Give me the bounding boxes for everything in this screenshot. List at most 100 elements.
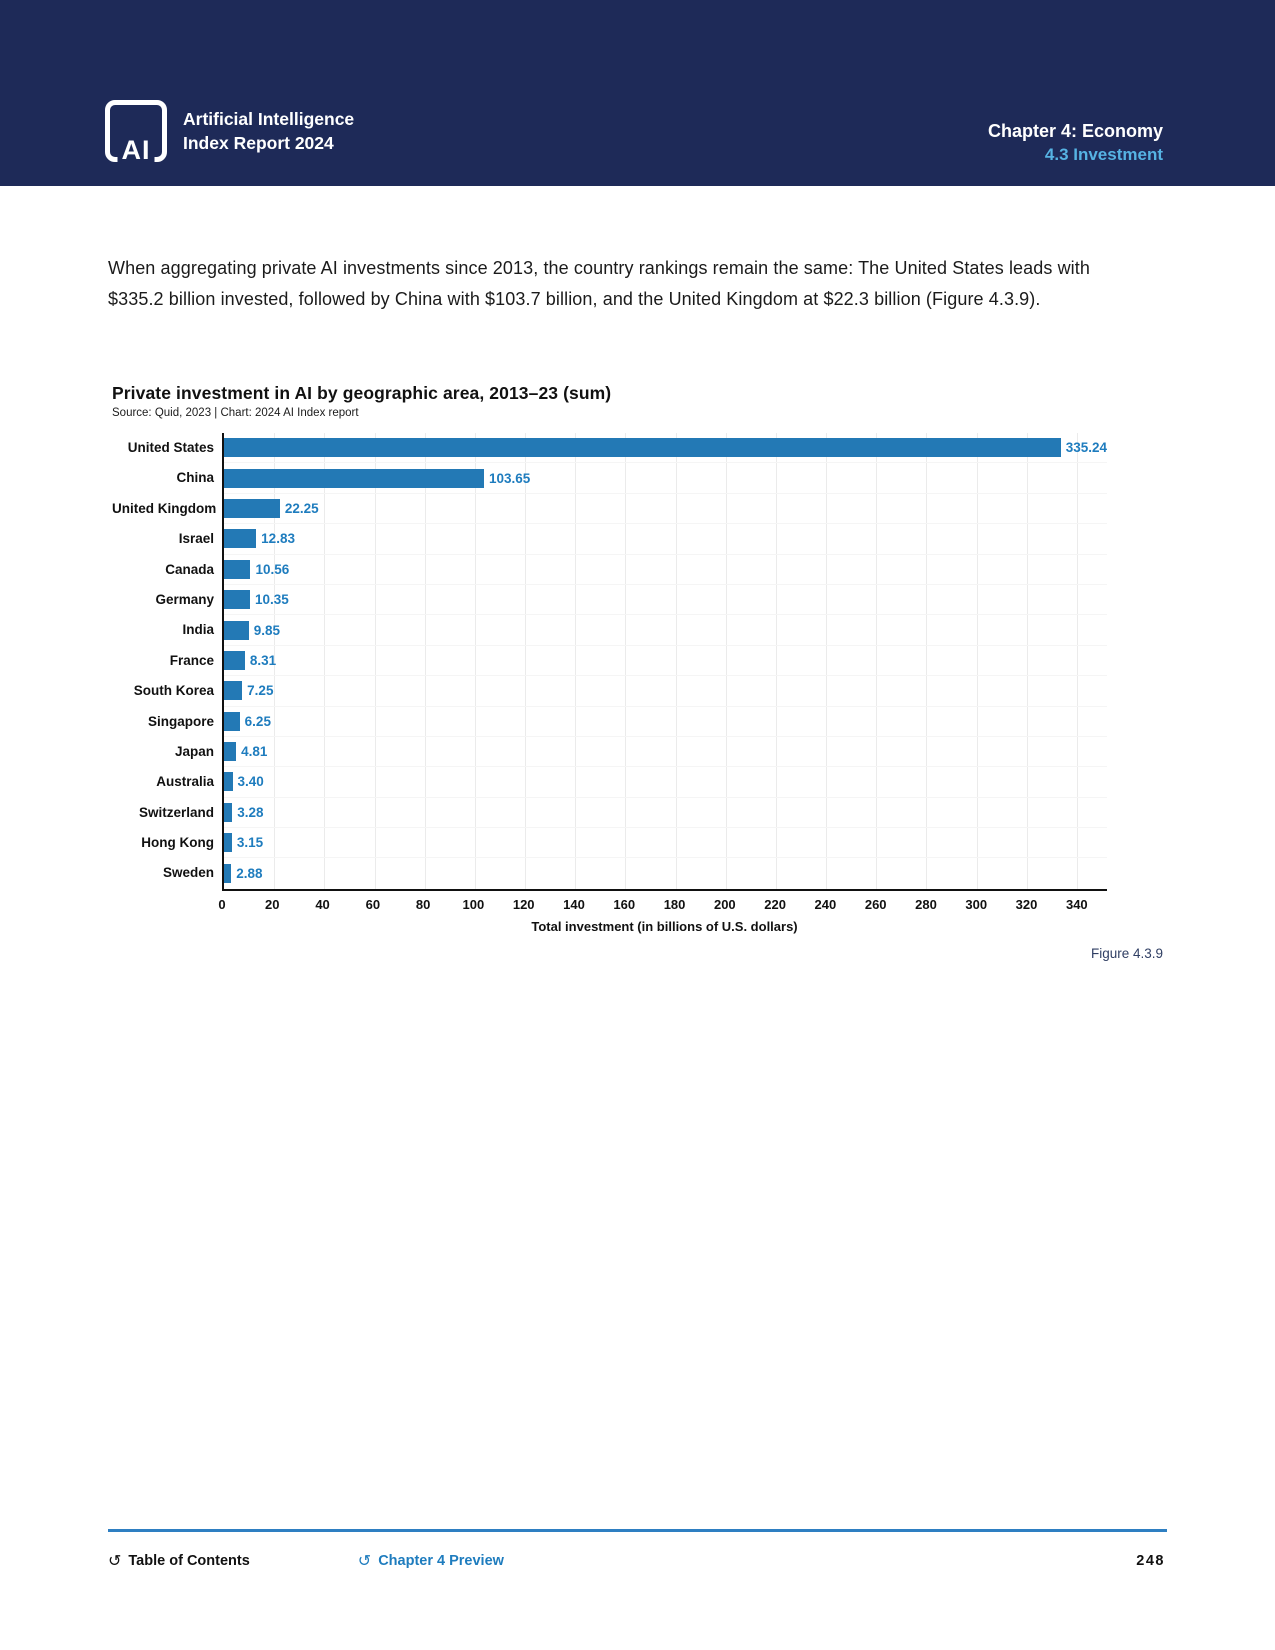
bar-value-label: 8.31	[249, 652, 277, 668]
chapter-preview-label: Chapter 4 Preview	[378, 1553, 504, 1569]
bar-value-label: 9.85	[253, 622, 280, 638]
category-label: Australia	[156, 774, 214, 790]
bar-value-label: 335.24	[1065, 440, 1107, 456]
category-label: Japan	[174, 743, 214, 759]
gridline	[575, 433, 577, 889]
bar	[224, 468, 484, 488]
category-label: Switzerland	[138, 804, 214, 820]
chart-source: Source: Quid, 2023 | Chart: 2024 AI Inde…	[112, 407, 359, 419]
category-label: Canada	[165, 561, 214, 577]
bar-value-label: 7.25	[247, 683, 274, 699]
header-brand: AI Artificial Intelligence Index Report …	[105, 100, 355, 164]
body-paragraph: When aggregating private AI investments …	[108, 258, 1090, 309]
bar-value-label: 4.81	[241, 744, 268, 760]
bar-value-label: 3.40	[237, 774, 264, 790]
category-label: Germany	[155, 591, 214, 607]
gridline	[525, 433, 527, 889]
category-label: United Kingdom	[112, 500, 217, 516]
x-tick-label: 260	[864, 897, 887, 912]
bar-row: 2.88	[224, 858, 1107, 888]
bar	[224, 711, 240, 731]
chart-title: Private investment in AI by geographic a…	[112, 383, 612, 403]
category-label: Hong Kong	[141, 835, 214, 851]
x-tick-label: 100	[462, 897, 485, 912]
category-label: Israel	[178, 531, 214, 547]
gridline	[976, 433, 978, 889]
footer-divider	[108, 1529, 1167, 1532]
category-label: United States	[127, 440, 214, 455]
figure-caption: Figure 4.3.9	[1090, 946, 1163, 961]
bar	[224, 620, 249, 640]
bar	[224, 802, 233, 822]
bar-row: 7.25	[224, 676, 1107, 707]
x-tick-label: 120	[512, 897, 535, 912]
gridline	[1076, 433, 1078, 889]
bar-value-label: 103.65	[489, 470, 531, 486]
gridline	[926, 433, 928, 889]
bar-row: 22.25	[224, 494, 1107, 525]
page-header: AI Artificial Intelligence Index Report …	[0, 0, 1275, 186]
bar	[224, 864, 232, 884]
gridline	[374, 433, 376, 889]
gridline	[474, 433, 476, 889]
bar-row: 335.24	[224, 433, 1107, 464]
bar	[224, 650, 245, 670]
bar-row: 12.83	[224, 524, 1107, 555]
bar	[224, 833, 232, 853]
bar-row: 3.28	[224, 798, 1107, 829]
bar	[224, 438, 1061, 458]
chapter-preview-link[interactable]: ↺ Chapter 4 Preview	[358, 1551, 504, 1571]
chart-plot: 335.24 103.65 22.25 12.83 10.56 10.35 9.85 8.31…	[222, 433, 1107, 891]
chart-figure: Private investment in AI by geographic a…	[112, 383, 1107, 934]
x-tick-label: 340	[1065, 897, 1088, 912]
chart-xticks: 0 20 40 60 80 100 120 140 160 180 200 220 240 260 280 3…	[218, 897, 1107, 915]
bar-row: 6.25	[224, 707, 1107, 737]
bar	[224, 772, 233, 792]
gridline	[274, 433, 276, 889]
x-tick-label: 220	[764, 897, 786, 912]
bar-row: 9.85	[224, 615, 1107, 646]
chart-labels: United States China United Kingdom Israel Ca…	[112, 433, 222, 891]
bar-row: 10.35	[224, 585, 1107, 616]
chapter-title: Chapter 4: Economy	[987, 121, 1163, 141]
section-title: 4.3 Investment	[1044, 145, 1163, 164]
bar	[224, 590, 250, 610]
page-number: 248	[1136, 1553, 1165, 1569]
bar-row: 3.40	[224, 767, 1107, 798]
bar-value-label: 10.56	[255, 561, 290, 577]
bar-row: 10.56	[224, 555, 1107, 585]
brand-line1: Artificial Intelligence	[183, 109, 355, 129]
bar	[224, 559, 251, 579]
bar-value-label: 22.25	[284, 500, 319, 516]
gridline	[775, 433, 777, 889]
gridline	[424, 433, 426, 889]
category-label: China	[176, 470, 214, 486]
bar-row: 4.81	[224, 737, 1107, 768]
x-tick-label: 140	[563, 897, 585, 912]
x-tick-label: 320	[1015, 897, 1038, 912]
brand-line2: Index Report 2024	[183, 133, 334, 153]
table-of-contents-link[interactable]: ↺ Table of Contents	[108, 1551, 250, 1571]
return-arrow-icon: ↺	[357, 1553, 372, 1570]
gridline	[1026, 433, 1028, 889]
chart-x-axis-label: Total investment (in billions of U.S. do…	[531, 919, 798, 934]
x-tick-label: 20	[265, 897, 280, 912]
gridline	[725, 433, 727, 889]
bar-row: 8.31	[224, 646, 1107, 677]
category-label: Singapore	[147, 713, 214, 729]
x-tick-label: 240	[814, 897, 837, 912]
gridline	[324, 433, 326, 889]
bar	[224, 681, 243, 701]
footer: ↺ Table of Contents ↺ Chapter 4 Preview …	[108, 1551, 1165, 1571]
logo-ai-text: AI	[117, 137, 155, 164]
ai-index-logo-icon: AI	[105, 100, 167, 164]
x-tick-label: 200	[713, 897, 736, 912]
x-tick-label: 160	[613, 897, 636, 912]
bar-value-label: 3.28	[237, 804, 264, 820]
table-of-contents-label: Table of Contents	[128, 1553, 250, 1569]
bar-row: 3.15	[224, 828, 1107, 859]
category-label: India	[182, 622, 214, 638]
header-chapter-block: Chapter 4: Economy 4.3 Investment	[988, 119, 1163, 167]
bar-value-label: 6.25	[244, 713, 271, 729]
